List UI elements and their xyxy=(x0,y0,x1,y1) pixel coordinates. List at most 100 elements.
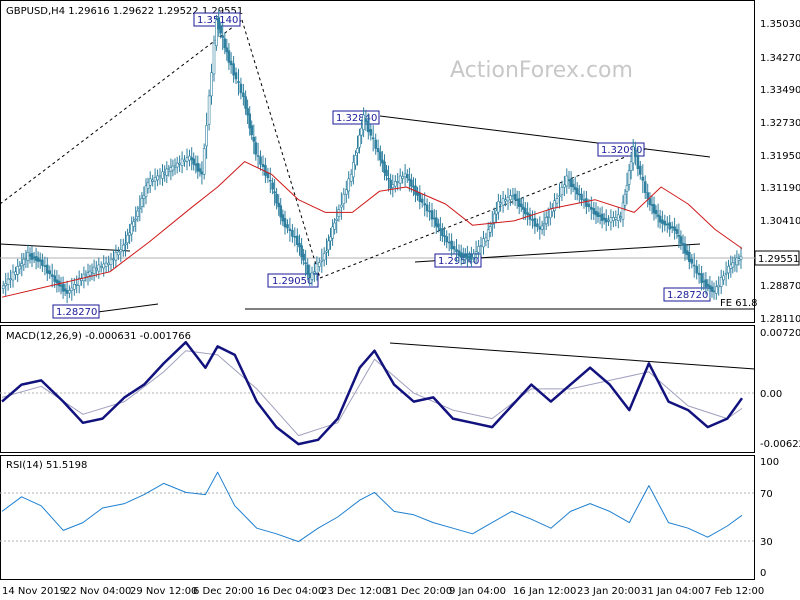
candle-body xyxy=(477,246,480,253)
candle-body xyxy=(420,198,424,203)
macd-trend-line xyxy=(389,342,756,370)
candle-body xyxy=(463,254,467,258)
candle-body xyxy=(45,264,49,274)
candle-body xyxy=(259,156,262,165)
candle-body xyxy=(381,159,384,164)
trend-line xyxy=(319,147,649,279)
candle-body xyxy=(531,219,534,221)
candle-body xyxy=(714,286,718,294)
candle-body xyxy=(445,236,449,243)
candle-body xyxy=(677,235,681,237)
candle-body xyxy=(271,182,274,190)
candle-body xyxy=(634,150,637,157)
time-tick: 22 Nov 04:00 xyxy=(64,586,131,597)
annotation-label: 1.28270 xyxy=(56,307,97,318)
candle-body xyxy=(77,277,81,287)
candle-body xyxy=(710,286,714,292)
candle-body xyxy=(158,175,162,178)
candle-body xyxy=(234,72,238,80)
watermark: ActionForex.com xyxy=(450,58,633,83)
macd-title: MACD(12,26,9) -0.000631 -0.001766 xyxy=(6,331,191,342)
candle-body xyxy=(425,204,429,212)
candle-body xyxy=(171,165,175,171)
annotation-label: 1.32840 xyxy=(336,113,377,124)
candle-body xyxy=(122,244,125,251)
candle-body xyxy=(128,232,131,236)
candle-body xyxy=(379,151,382,161)
candle-body xyxy=(344,189,348,195)
candle-body xyxy=(443,235,446,237)
candle-body xyxy=(286,224,289,229)
candle-body xyxy=(18,265,22,270)
candle-body xyxy=(735,257,739,266)
candle-body xyxy=(661,219,664,224)
candle-body xyxy=(636,154,640,169)
candle-body xyxy=(441,229,444,236)
candle-body xyxy=(428,210,431,213)
candle-body xyxy=(596,212,600,217)
candle-body xyxy=(178,162,181,165)
candle-body xyxy=(239,83,243,94)
candle-body xyxy=(246,108,249,116)
candle-body xyxy=(488,226,492,233)
candle-body xyxy=(41,259,44,266)
candle-body xyxy=(275,193,278,204)
candle-body xyxy=(268,179,272,182)
trend-line xyxy=(0,19,243,205)
candle-body xyxy=(479,245,483,247)
candle-body xyxy=(663,220,667,226)
candle-body xyxy=(474,251,478,254)
candle-body xyxy=(196,163,200,172)
candle-body xyxy=(254,142,258,155)
candle-body xyxy=(300,245,303,258)
time-tick: 16 Dec 04:00 xyxy=(257,586,324,597)
annotation-box xyxy=(52,304,100,319)
time-tick: 31 Jan 04:00 xyxy=(641,586,704,597)
candle-body xyxy=(410,179,413,187)
candle-body xyxy=(592,208,596,215)
candle-body xyxy=(616,214,620,221)
candle-body xyxy=(140,198,144,207)
candle-body xyxy=(391,184,395,188)
candle-body xyxy=(308,273,312,278)
candle-body xyxy=(11,271,15,281)
candle-body xyxy=(331,226,334,239)
macd-tick: -0.006229 xyxy=(760,439,800,450)
candle-body xyxy=(335,218,339,221)
candle-body xyxy=(727,265,730,274)
candle-body xyxy=(130,223,133,235)
candle-body xyxy=(582,199,586,201)
macd-line xyxy=(1,340,744,446)
candle-body xyxy=(697,272,701,276)
candle-body xyxy=(217,17,220,30)
time-tick: 29 Nov 12:00 xyxy=(130,586,197,597)
candle-body xyxy=(256,155,260,157)
candle-body xyxy=(14,271,17,275)
candle-body xyxy=(156,175,159,181)
candle-body xyxy=(607,219,610,222)
candle-body xyxy=(509,195,512,200)
candle-body xyxy=(192,158,195,165)
candle-body xyxy=(486,229,490,241)
candle-body xyxy=(544,217,548,224)
candle-body xyxy=(306,264,310,274)
candle-body xyxy=(53,275,57,282)
candle-body xyxy=(737,258,741,261)
candle-body xyxy=(555,198,559,204)
price-tick: 1.30410 xyxy=(760,216,800,227)
chart-title: GBPUSD,H4 1.29616 1.29622 1.29522 1.2955… xyxy=(6,6,243,17)
candle-body xyxy=(614,217,618,220)
trend-lines xyxy=(0,19,756,370)
candle-body xyxy=(277,202,281,208)
candle-body xyxy=(560,186,564,195)
trend-line xyxy=(0,243,131,252)
candle-body xyxy=(577,193,581,196)
candle-body xyxy=(690,258,694,264)
candle-body xyxy=(119,249,123,253)
candle-body xyxy=(538,226,542,230)
candle-body xyxy=(712,290,716,293)
candle-body xyxy=(668,222,672,230)
time-tick: 16 Jan 12:00 xyxy=(513,586,576,597)
candle-body xyxy=(499,202,502,205)
candle-body xyxy=(188,155,191,161)
